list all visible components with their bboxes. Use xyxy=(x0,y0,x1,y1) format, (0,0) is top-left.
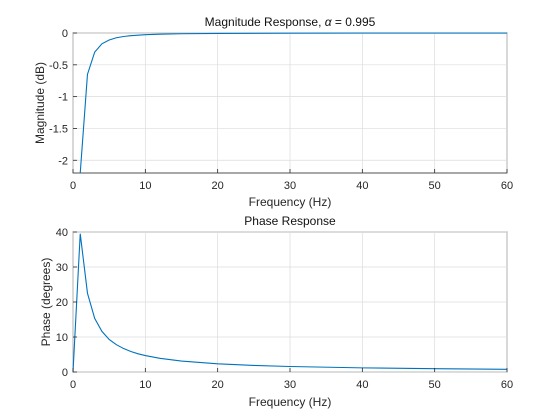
magnitude-grid xyxy=(72,32,508,173)
phase-y-tick-label: 40 xyxy=(56,227,68,239)
phase-y-tick-label: 30 xyxy=(56,262,68,274)
magnitude-subplot: 0 10 20 30 40 50 60 0 -0.5 -1 -1.5 -2 Magnitude Res… xyxy=(33,15,513,209)
phase-x-axis-label: Frequency (Hz) xyxy=(249,395,332,409)
magnitude-x-axis-label: Frequency (Hz) xyxy=(249,195,332,209)
magnitude-x-tick-label: 10 xyxy=(139,180,151,192)
phase-ticks: 0 10 20 30 40 50 60 0 10 20 30 40 xyxy=(56,227,513,391)
phase-x-tick-label: 20 xyxy=(212,379,224,391)
magnitude-y-axis-label: Magnitude (dB) xyxy=(33,62,47,144)
phase-x-tick-label: 10 xyxy=(139,379,151,391)
magnitude-x-tick-label: 50 xyxy=(429,180,441,192)
phase-y-tick-label: 10 xyxy=(56,332,68,344)
magnitude-x-tick-label: 60 xyxy=(501,180,513,192)
magnitude-y-tick-label: -1.5 xyxy=(49,123,68,135)
magnitude-title: Magnitude Response, α = 0.995 xyxy=(205,15,376,29)
phase-x-tick-label: 30 xyxy=(284,379,296,391)
phase-x-tick-label: 0 xyxy=(70,379,76,391)
phase-series-line xyxy=(72,233,508,373)
magnitude-y-tick-label: -0.5 xyxy=(49,60,68,72)
magnitude-ticks: 0 10 20 30 40 50 60 0 -0.5 -1 -1.5 -2 xyxy=(49,28,513,192)
phase-y-tick-label: 20 xyxy=(56,297,68,309)
phase-subplot: 0 10 20 30 40 50 60 0 10 20 30 40 Phase Response Fr… xyxy=(39,214,513,409)
magnitude-x-tick-label: 20 xyxy=(212,180,224,192)
magnitude-y-tick-label: -2 xyxy=(58,155,68,167)
phase-y-axis-label: Phase (degrees) xyxy=(39,258,53,347)
phase-x-tick-label: 50 xyxy=(429,379,441,391)
magnitude-series-line xyxy=(79,32,508,174)
phase-x-tick-label: 40 xyxy=(356,379,368,391)
phase-title: Phase Response xyxy=(244,214,336,228)
phase-y-tick-label: 0 xyxy=(62,367,68,379)
magnitude-x-tick-label: 0 xyxy=(70,180,76,192)
magnitude-x-tick-label: 40 xyxy=(356,180,368,192)
magnitude-x-tick-label: 30 xyxy=(284,180,296,192)
phase-x-tick-label: 60 xyxy=(501,379,513,391)
magnitude-y-tick-label: 0 xyxy=(62,28,68,40)
magnitude-y-tick-label: -1 xyxy=(58,92,68,104)
